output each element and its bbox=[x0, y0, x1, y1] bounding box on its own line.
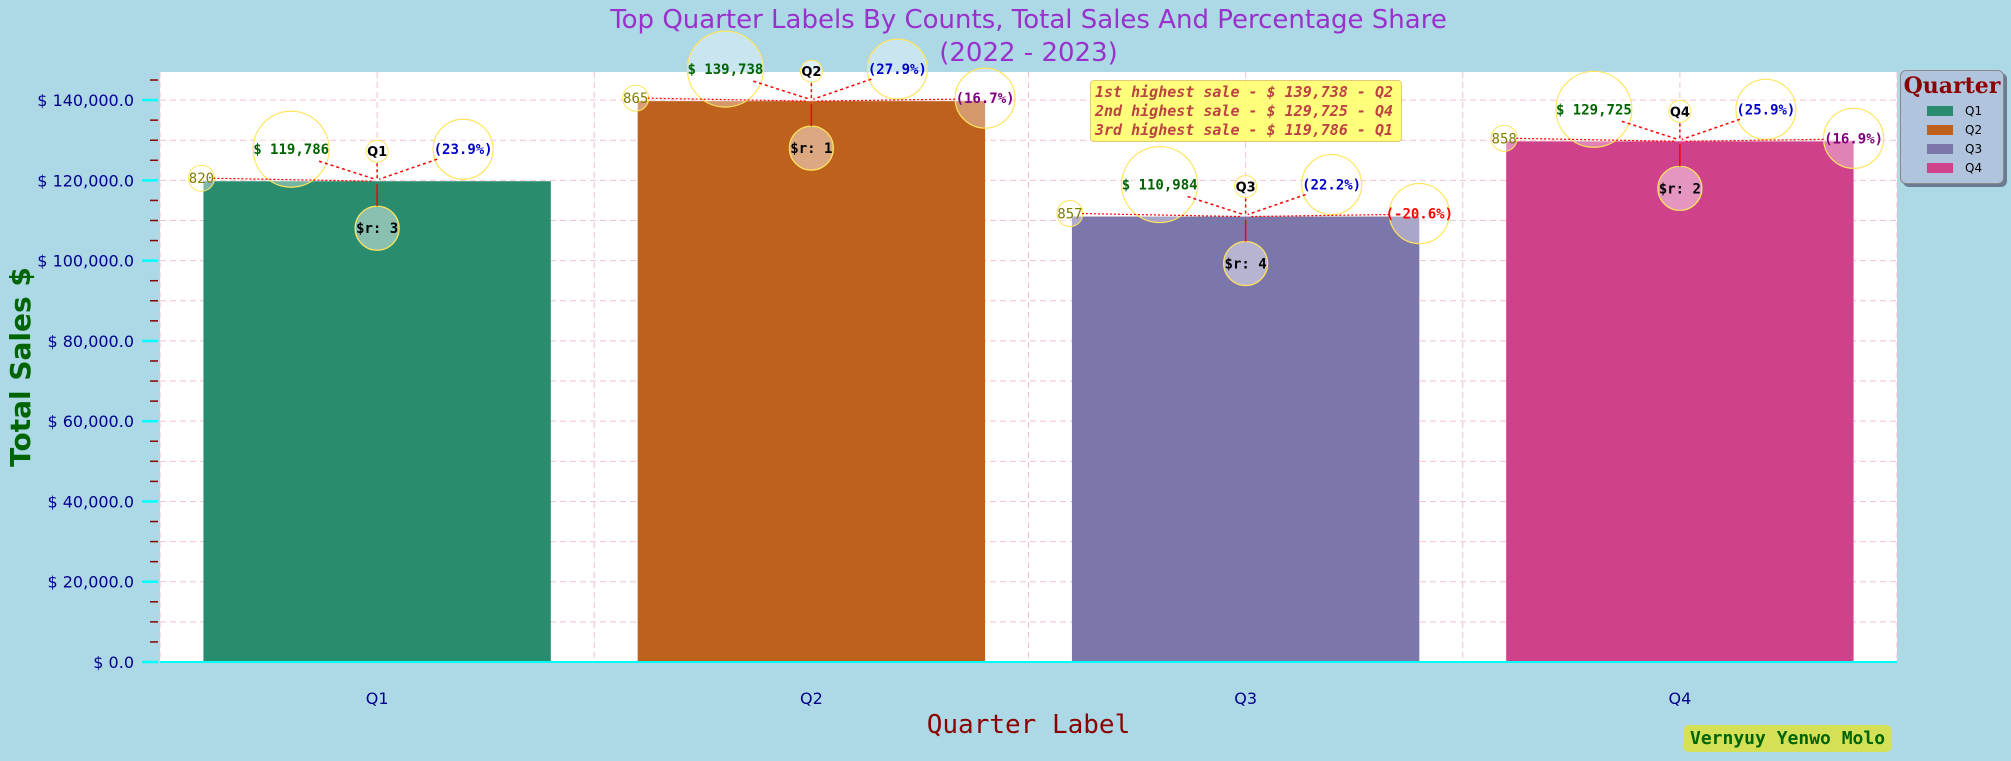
legend-item-q2: Q2 bbox=[1927, 122, 2003, 137]
share-callout-arrow bbox=[1247, 193, 1306, 216]
sales-callout-arrow bbox=[318, 160, 376, 180]
rank-label: $r: 2 bbox=[1659, 181, 1701, 197]
legend-title: Quarter bbox=[1903, 73, 2001, 99]
chart-title-line-2: (2022 - 2023) bbox=[939, 38, 1118, 68]
legend-item-q4: Q4 bbox=[1927, 160, 2003, 175]
count-arrow bbox=[213, 177, 374, 182]
bar-q4 bbox=[1506, 141, 1854, 663]
share-percent-label: (22.2%) bbox=[1302, 178, 1361, 194]
count-label: 865 bbox=[623, 91, 648, 107]
y-tick-label: $ 100,000.0 bbox=[37, 252, 134, 271]
sales-callout-bubble bbox=[686, 30, 764, 108]
share-callout-arrow bbox=[1681, 118, 1741, 141]
share-callout-arrow bbox=[813, 78, 872, 100]
bar-q2 bbox=[637, 101, 986, 663]
sales-value-label: $ 129,725 bbox=[1556, 102, 1632, 118]
legend-label-q3: Q3 bbox=[1965, 141, 1983, 156]
count-label: 857 bbox=[1057, 207, 1082, 223]
x-tick-label: Q3 bbox=[1234, 689, 1257, 708]
quarter-tag-label: Q4 bbox=[1670, 105, 1690, 120]
sales-callout-arrow bbox=[753, 80, 810, 100]
legend-swatch-q3 bbox=[1927, 143, 1953, 154]
change-arrow bbox=[815, 98, 956, 102]
quarter-tag-label: Q1 bbox=[367, 145, 387, 160]
sales-value-label: $ 139,738 bbox=[687, 62, 763, 78]
share-callout-arrow bbox=[378, 158, 438, 180]
x-tick-label: Q4 bbox=[1668, 689, 1691, 708]
y-axis-label: Total Sales $ bbox=[4, 267, 37, 467]
sales-callout-bubble bbox=[1555, 70, 1633, 148]
change-bubble bbox=[1388, 182, 1450, 245]
annotation-line-2: 2nd highest sale - $ 129,725 - Q4 bbox=[1095, 102, 1394, 120]
y-tick-label: $ 40,000.0 bbox=[47, 492, 134, 511]
legend-label-q2: Q2 bbox=[1965, 122, 1983, 137]
legend-swatch-q4 bbox=[1927, 162, 1953, 173]
quarter-tag-bubble bbox=[365, 139, 389, 163]
change-arrow bbox=[1249, 213, 1390, 218]
bar-q3 bbox=[1071, 216, 1420, 662]
y-tick-label: $ 140,000.0 bbox=[37, 91, 134, 110]
sales-callout-bubble bbox=[1121, 145, 1199, 224]
quarter-tag-label: Q3 bbox=[1236, 181, 1256, 196]
share-percent-label: (27.9%) bbox=[868, 62, 927, 78]
count-label: 820 bbox=[189, 171, 214, 187]
legend-swatch-q1 bbox=[1927, 105, 1953, 116]
share-callout-bubble bbox=[866, 38, 928, 100]
chart-title-line-1: Top Quarter Labels By Counts, Total Sale… bbox=[610, 5, 1447, 35]
legend-label-q1: Q1 bbox=[1965, 103, 1983, 118]
legend-item-q1: Q1 bbox=[1927, 103, 2003, 118]
y-tick-label: $ 120,000.0 bbox=[37, 171, 134, 190]
change-bubble bbox=[954, 67, 1016, 129]
author-watermark: Vernyuy Yenwo Molo bbox=[1683, 725, 1893, 752]
sales-callout-bubble bbox=[252, 110, 330, 188]
x-tick-label: Q2 bbox=[800, 689, 823, 708]
x-tick-label: Q1 bbox=[366, 689, 389, 708]
change-percent-label: (-20.6%) bbox=[1386, 207, 1453, 223]
rank-label: $r: 4 bbox=[1225, 257, 1267, 273]
chart-title: Top Quarter Labels By Counts, Total Sale… bbox=[0, 4, 2011, 70]
share-callout-bubble bbox=[432, 118, 494, 180]
count-arrow bbox=[1516, 137, 1676, 142]
y-tick-label: $ 60,000.0 bbox=[47, 412, 134, 431]
legend-swatch-q2 bbox=[1927, 124, 1953, 135]
quarter-tag-bubble bbox=[1234, 175, 1258, 199]
rank-label: $r: 1 bbox=[790, 141, 832, 157]
x-axis-label: Quarter Label bbox=[927, 710, 1131, 740]
rank-label: $r: 3 bbox=[356, 221, 398, 237]
sales-value-label: $ 119,786 bbox=[253, 142, 329, 158]
annotation-line-3: 3rd highest sale - $ 119,786 - Q1 bbox=[1095, 121, 1394, 139]
change-bubble bbox=[1822, 107, 1885, 169]
top-sales-annotation-box: 1st highest sale - $ 139,738 - Q2 2nd hi… bbox=[1090, 80, 1402, 142]
legend: Quarter Q1 Q2 Q3 Q4 bbox=[1900, 70, 2004, 184]
quarter-tag-label: Q2 bbox=[801, 65, 821, 80]
change-arrow bbox=[1683, 138, 1824, 142]
legend-label-q4: Q4 bbox=[1965, 160, 1983, 175]
change-percent-label: (16.7%) bbox=[956, 91, 1015, 107]
quarter-tag-bubble bbox=[799, 59, 823, 83]
y-tick-label: $ 0.0 bbox=[93, 653, 134, 672]
count-arrow bbox=[1081, 212, 1242, 218]
count-label: 858 bbox=[1492, 131, 1517, 147]
sales-value-label: $ 110,984 bbox=[1122, 178, 1198, 194]
share-percent-label: (25.9%) bbox=[1736, 102, 1795, 118]
share-percent-label: (23.9%) bbox=[434, 142, 493, 158]
share-callout-bubble bbox=[1735, 78, 1797, 140]
sales-callout-arrow bbox=[1187, 195, 1244, 216]
legend-item-q3: Q3 bbox=[1927, 141, 2003, 156]
quarter-tag-bubble bbox=[1668, 99, 1692, 123]
change-percent-label: (16.9%) bbox=[1824, 131, 1883, 147]
y-tick-label: $ 20,000.0 bbox=[47, 573, 134, 592]
count-arrow bbox=[647, 97, 808, 102]
sales-callout-arrow bbox=[1621, 120, 1679, 141]
y-tick-label: $ 80,000.0 bbox=[47, 332, 134, 351]
annotation-line-1: 1st highest sale - $ 139,738 - Q2 bbox=[1095, 83, 1394, 101]
share-callout-bubble bbox=[1301, 153, 1363, 216]
bar-q1 bbox=[203, 181, 551, 662]
